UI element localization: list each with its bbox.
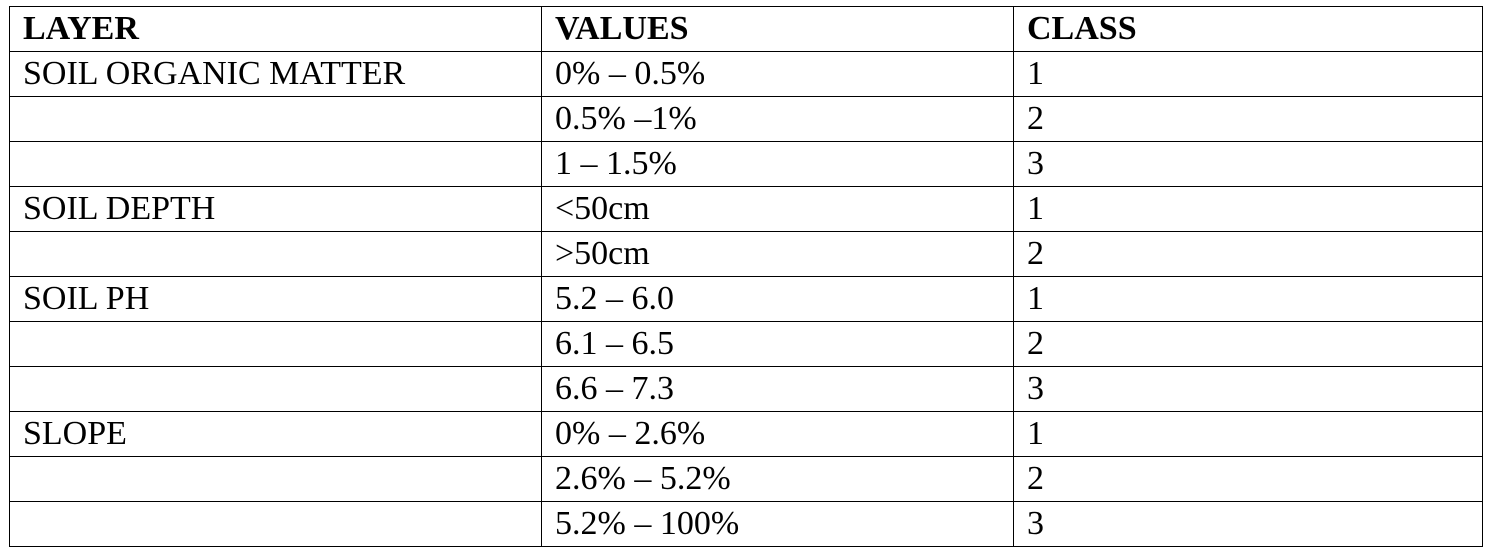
empty-cell <box>9 96 542 142</box>
value-cell: 6.6 – 7.3 <box>541 366 1014 412</box>
value-cell: 5.2 – 6.0 <box>541 276 1014 322</box>
value-cell: 2.6% – 5.2% <box>541 456 1014 502</box>
value-cell: 6.1 – 6.5 <box>541 321 1014 367</box>
value-cell: 5.2% – 100% <box>541 501 1014 547</box>
header-cell: CLASS <box>1013 6 1483 52</box>
value-cell: <50cm <box>541 186 1014 232</box>
layer-cell: SOIL PH <box>9 276 542 322</box>
layer-cell: SLOPE <box>9 411 542 457</box>
class-cell: 3 <box>1013 366 1483 412</box>
row: 2.6% – 5.2% 2 <box>9 456 1483 502</box>
value-cell: 0% – 0.5% <box>541 51 1014 97</box>
value-cell: 0% – 2.6% <box>541 411 1014 457</box>
class-cell: 1 <box>1013 276 1483 322</box>
class-cell: 1 <box>1013 186 1483 232</box>
class-cell: 3 <box>1013 501 1483 547</box>
soil-table: LAYER VALUES CLASS SOIL ORGANIC MATTER 0% –… <box>9 6 1483 547</box>
empty-cell <box>9 321 542 367</box>
row: 6.1 – 6.5 2 <box>9 321 1483 367</box>
empty-cell <box>9 141 542 187</box>
empty-cell <box>9 366 542 412</box>
class-cell: 2 <box>1013 231 1483 277</box>
empty-cell <box>9 231 542 277</box>
header-cell: VALUES <box>541 6 1014 52</box>
class-cell: 2 <box>1013 321 1483 367</box>
empty-cell <box>9 501 542 547</box>
row: 1 – 1.5% 3 <box>9 141 1483 187</box>
class-cell: 1 <box>1013 51 1483 97</box>
row: SOIL ORGANIC MATTER 0% – 0.5% 1 <box>9 51 1483 97</box>
value-cell: 0.5% –1% <box>541 96 1014 142</box>
class-cell: 1 <box>1013 411 1483 457</box>
row: >50cm 2 <box>9 231 1483 277</box>
value-cell: 1 – 1.5% <box>541 141 1014 187</box>
row: 0.5% –1% 2 <box>9 96 1483 142</box>
row: 6.6 – 7.3 3 <box>9 366 1483 412</box>
layer-cell: SOIL ORGANIC MATTER <box>9 51 542 97</box>
row: 5.2% – 100% 3 <box>9 501 1483 547</box>
class-cell: 2 <box>1013 96 1483 142</box>
layer-cell: SOIL DEPTH <box>9 186 542 232</box>
empty-cell <box>9 456 542 502</box>
class-cell: 3 <box>1013 141 1483 187</box>
header-cell: LAYER <box>9 6 542 52</box>
value-cell: >50cm <box>541 231 1014 277</box>
row: SOIL DEPTH <50cm 1 <box>9 186 1483 232</box>
row: SOIL PH 5.2 – 6.0 1 <box>9 276 1483 322</box>
row: SLOPE 0% – 2.6% 1 <box>9 411 1483 457</box>
class-cell: 2 <box>1013 456 1483 502</box>
header-row: LAYER VALUES CLASS <box>9 6 1483 52</box>
